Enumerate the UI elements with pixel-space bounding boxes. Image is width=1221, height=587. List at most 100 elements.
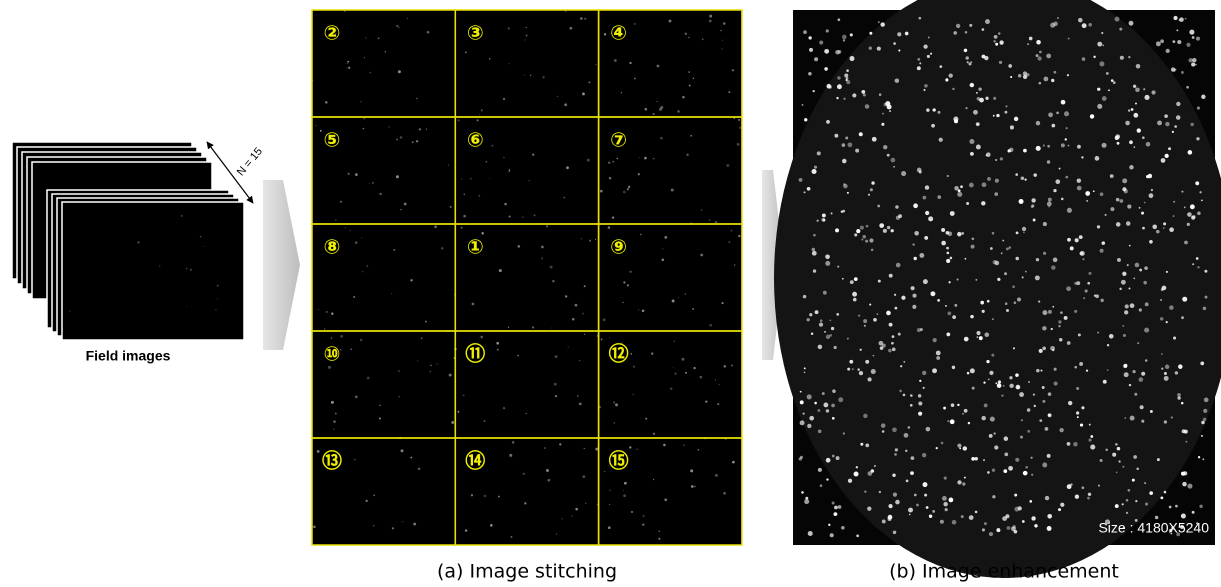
- cell-dot: [1059, 338, 1063, 342]
- cell-dot: [609, 504, 610, 505]
- cell-dot: [497, 349, 499, 351]
- cell-dot: [1051, 79, 1054, 82]
- cell-dot: [608, 526, 611, 529]
- cell-dot: [1133, 113, 1138, 118]
- cell-dot: [595, 448, 598, 451]
- cell-dot: [892, 335, 895, 338]
- cell-dot: [922, 371, 926, 375]
- cell-dot: [963, 446, 967, 450]
- cell-dot: [1116, 222, 1121, 227]
- cell-dot: [1120, 56, 1124, 60]
- cell-dot: [877, 313, 879, 315]
- cell-dot: [924, 236, 928, 240]
- cell-dot: [987, 471, 990, 474]
- cell-dot: [1041, 370, 1043, 372]
- cell-dot: [1098, 485, 1100, 487]
- cell-dot: [534, 214, 536, 216]
- cell-dot: [688, 71, 690, 73]
- cell-dot: [1102, 96, 1107, 101]
- cell-dot: [674, 373, 676, 375]
- cell-dot: [565, 295, 567, 297]
- cell-dot: [1043, 144, 1045, 146]
- tile-number: ⑧: [324, 235, 341, 259]
- tile-number: ⑦: [610, 128, 627, 152]
- cell-dot: [318, 309, 319, 310]
- cell-dot: [949, 497, 954, 502]
- cell-dot: [425, 321, 427, 323]
- cell-dot: [1016, 385, 1021, 390]
- cell-dot: [1163, 227, 1165, 229]
- cell-dot: [1060, 311, 1063, 314]
- caption-a: (a) Image stitching: [437, 561, 617, 583]
- cell-dot: [977, 97, 981, 101]
- cell-dot: [612, 216, 614, 218]
- cell-dot: [1195, 64, 1197, 66]
- cell-dot: [418, 467, 421, 470]
- cell-dot: [1177, 393, 1181, 397]
- cell-dot: [1102, 241, 1106, 245]
- cell-dot: [1006, 247, 1009, 250]
- cell-dot: [941, 442, 944, 445]
- cell-dot: [923, 482, 928, 487]
- cell-dot: [1117, 258, 1121, 262]
- cell-dot: [1097, 88, 1100, 91]
- cell-dot: [898, 50, 900, 52]
- cell-dot: [910, 404, 913, 407]
- cell-dot: [1135, 87, 1140, 92]
- cell-dot: [1077, 178, 1081, 182]
- cell-dot: [901, 171, 906, 176]
- cell-dot: [1036, 40, 1041, 45]
- cell-dot: [1089, 424, 1091, 426]
- cell-dot: [331, 312, 334, 315]
- cell-dot: [1115, 443, 1118, 446]
- cell-dot: [966, 56, 969, 59]
- cell-dot: [1021, 419, 1023, 421]
- cell-dot: [858, 315, 860, 317]
- cell-dot: [818, 468, 822, 472]
- cell-dot: [720, 30, 721, 31]
- cell-dot: [1047, 454, 1051, 458]
- cell-dot: [522, 216, 523, 217]
- cell-dot: [698, 449, 700, 451]
- cell-dot: [1142, 227, 1145, 230]
- cell-dot: [1124, 364, 1127, 367]
- cell-dot: [993, 432, 995, 434]
- cell-dot: [1053, 71, 1056, 74]
- cell-dot: [1067, 74, 1069, 76]
- cell-dot: [563, 197, 565, 199]
- cell-dot: [1185, 18, 1187, 20]
- cell-dot: [1197, 266, 1199, 268]
- cell-dot: [688, 37, 690, 39]
- cell-dot: [1080, 423, 1083, 426]
- cell-dot: [726, 164, 729, 167]
- cell-dot: [572, 318, 575, 321]
- cell-dot: [994, 445, 998, 449]
- cell-dot: [816, 219, 818, 221]
- cell-dot: [317, 450, 320, 453]
- cell-dot: [412, 141, 414, 143]
- cell-dot: [410, 457, 412, 459]
- cell-dot: [819, 322, 823, 326]
- cell-dot: [1174, 125, 1177, 128]
- cell-dot: [920, 328, 923, 331]
- cell-dot: [1149, 193, 1154, 198]
- cell-dot: [950, 211, 955, 216]
- cell-dot: [1014, 117, 1018, 121]
- cell-dot: [889, 274, 893, 278]
- cell-dot: [871, 249, 874, 252]
- cell-dot: [582, 92, 585, 95]
- cell-dot: [969, 63, 972, 66]
- cell-dot: [1108, 89, 1110, 91]
- cell-dot: [917, 66, 921, 70]
- cell-dot: [878, 21, 880, 23]
- cell-dot: [524, 75, 525, 76]
- cell-dot: [1047, 145, 1050, 148]
- tile-number: ⑪: [465, 342, 485, 366]
- cell-dot: [1027, 430, 1030, 433]
- cell-dot: [1048, 414, 1051, 417]
- cell-dot: [822, 392, 825, 395]
- cell-dot: [1095, 156, 1100, 161]
- cell-dot: [546, 225, 548, 227]
- cell-dot: [1090, 435, 1093, 438]
- cell-dot: [879, 491, 881, 493]
